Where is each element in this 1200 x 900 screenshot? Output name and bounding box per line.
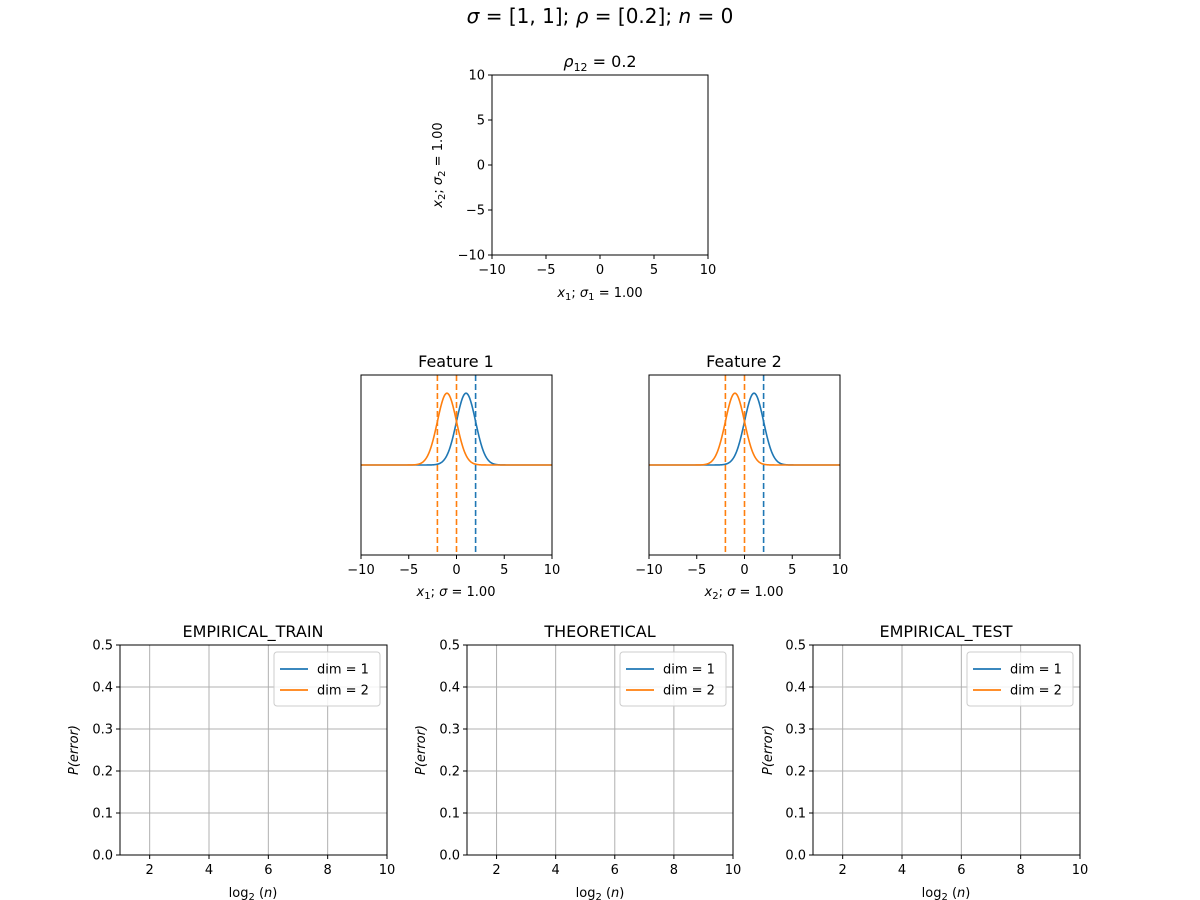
theoretical-ytick-label: 0.4 xyxy=(439,681,460,696)
theoretical-legend-label-1: dim = 1 xyxy=(663,663,715,678)
empirical_train-legend-label-2: dim = 2 xyxy=(317,684,369,699)
empirical_train-axes-frame xyxy=(119,644,388,856)
theoretical-ytick-label: 0.5 xyxy=(439,639,460,654)
scatter-panel: ρ12 = 0.2 x1; σ1 = 1.00 x2; σ2 = 1.00 −1… xyxy=(431,52,716,303)
empirical_test-xtick-label: 6 xyxy=(957,863,965,878)
empirical_train-legend-box xyxy=(273,651,381,707)
scatter-ylabel: x2; σ2 = 1.00 xyxy=(431,122,448,208)
scatter-xtick-label: −10 xyxy=(478,263,505,278)
scatter-title: ρ12 = 0.2 xyxy=(563,52,636,74)
empirical_test-legend-label-2: dim = 2 xyxy=(1010,684,1062,699)
theoretical-xtick-label: 10 xyxy=(725,863,742,878)
theoretical-ylabel: P(error) xyxy=(414,725,429,775)
suptitle-rho: [0.2] xyxy=(618,4,665,28)
empirical_train-xtick-label: 4 xyxy=(205,863,213,878)
feature2-xlabel: x2; σ = 1.00 xyxy=(704,585,784,602)
feature1-xtick-label: 10 xyxy=(544,563,561,578)
theoretical-panel: THEORETICAL log2 (n) P(error) 2 4 6 8 10 0.0 0… xyxy=(414,622,741,900)
scatter-axes-frame xyxy=(491,74,709,256)
empirical_test-ytick-label: 0.0 xyxy=(785,849,806,864)
empirical_train-ytick-label: 0.3 xyxy=(92,723,113,738)
theoretical-xtick-label: 2 xyxy=(492,863,500,878)
feature2-xtick-label: −5 xyxy=(687,563,706,578)
feature1-xtick-label: −5 xyxy=(399,563,418,578)
scatter-xlabel: x1; σ1 = 1.00 xyxy=(556,286,642,303)
empirical_test-legend-box xyxy=(966,651,1074,707)
empirical_test-ytick-label: 0.2 xyxy=(785,765,806,780)
scatter-xtick-label: 5 xyxy=(650,263,658,278)
theoretical-legend-label-2: dim = 2 xyxy=(663,684,715,699)
scatter-ytick-label: 10 xyxy=(468,69,485,84)
feature2-xtick-label: 10 xyxy=(832,563,849,578)
empirical-train-panel: EMPIRICAL_TRAIN log2 (n) P(error) 2 4 6 8 10… xyxy=(67,622,395,900)
empirical_test-xtick-label: 4 xyxy=(898,863,906,878)
scatter-xtick-label: −5 xyxy=(536,263,555,278)
feature1-xtick-label: 5 xyxy=(500,563,508,578)
empirical_test-axes-frame xyxy=(812,644,1081,856)
scatter-ytick-label: −5 xyxy=(466,204,485,219)
feature1-xtick-label: 0 xyxy=(452,563,460,578)
scatter-ytick-label: 0 xyxy=(477,159,485,174)
empirical_test-xtick-label: 10 xyxy=(1072,863,1089,878)
empirical-test-panel: EMPIRICAL_TEST log2 (n) P(error) 2 4 6 8 10 0… xyxy=(761,622,1088,900)
empirical_train-xtick-label: 6 xyxy=(264,863,272,878)
theoretical-xtick-label: 6 xyxy=(611,863,619,878)
empirical_train-xtick-label: 8 xyxy=(324,863,332,878)
suptitle-sigma: [1, 1] xyxy=(509,4,563,28)
empirical_test-legend-label-1: dim = 1 xyxy=(1010,663,1062,678)
empirical_test-xtick-label: 8 xyxy=(1017,863,1025,878)
feature2-xtick-label: 5 xyxy=(788,563,796,578)
scatter-xtick-label: 10 xyxy=(700,263,717,278)
feature2-panel: Feature 2 x2; σ = 1.00 −10 −5 0 5 10 xyxy=(635,352,848,602)
theoretical-xtick-label: 8 xyxy=(670,863,678,878)
theoretical-axes-frame xyxy=(466,644,734,856)
empirical-test-xlabel: log2 (n) xyxy=(922,886,971,900)
feature1-panel: Feature 1 x1; σ = 1.00 −10 −5 0 5 10 xyxy=(347,352,560,602)
feature1-title: Feature 1 xyxy=(418,352,494,371)
empirical-test-title: EMPIRICAL_TEST xyxy=(880,622,1013,642)
feature1-xlabel: x1; σ = 1.00 xyxy=(416,585,496,602)
theoretical-xlabel: log2 (n) xyxy=(576,886,625,900)
empirical_train-ytick-label: 0.1 xyxy=(92,807,113,822)
empirical_test-ytick-label: 0.1 xyxy=(785,807,806,822)
suptitle-n: 0 xyxy=(721,4,734,28)
theoretical-ytick-label: 0.1 xyxy=(439,807,460,822)
empirical_train-ytick-label: 0.5 xyxy=(92,639,113,654)
feature2-title: Feature 2 xyxy=(706,352,782,371)
empirical_train-xtick-label: 10 xyxy=(379,863,396,878)
theoretical-ytick-label: 0.3 xyxy=(439,723,460,738)
empirical-test-ylabel: P(error) xyxy=(761,725,776,775)
scatter-ytick-label: −10 xyxy=(458,249,485,264)
empirical_test-ytick-label: 0.5 xyxy=(785,639,806,654)
empirical-train-title: EMPIRICAL_TRAIN xyxy=(182,622,323,642)
feature2-xtick-label: −10 xyxy=(635,563,662,578)
theoretical-ytick-label: 0.2 xyxy=(439,765,460,780)
theoretical-legend-box xyxy=(619,651,727,707)
empirical_train-xtick-label: 2 xyxy=(146,863,154,878)
empirical_train-legend-label-1: dim = 1 xyxy=(317,663,369,678)
feature2-xtick-label: 0 xyxy=(740,563,748,578)
feature1-xtick-label: −10 xyxy=(347,563,374,578)
scatter-xtick-label: 0 xyxy=(596,263,604,278)
scatter-ytick-label: 5 xyxy=(477,114,485,129)
empirical_train-ytick-label: 0.2 xyxy=(92,765,113,780)
empirical_test-ytick-label: 0.3 xyxy=(785,723,806,738)
theoretical-xtick-label: 4 xyxy=(552,863,560,878)
empirical_train-ytick-label: 0.0 xyxy=(92,849,113,864)
empirical_train-ytick-label: 0.4 xyxy=(92,681,113,696)
empirical_test-xtick-label: 2 xyxy=(839,863,847,878)
empirical_test-ytick-label: 0.4 xyxy=(785,681,806,696)
theoretical-title: THEORETICAL xyxy=(543,622,655,641)
empirical-train-ylabel: P(error) xyxy=(67,725,82,775)
figure-suptitle: σ = [1, 1]; ρ = [0.2]; n = 0 xyxy=(467,4,734,28)
empirical-train-xlabel: log2 (n) xyxy=(229,886,278,900)
theoretical-ytick-label: 0.0 xyxy=(439,849,460,864)
